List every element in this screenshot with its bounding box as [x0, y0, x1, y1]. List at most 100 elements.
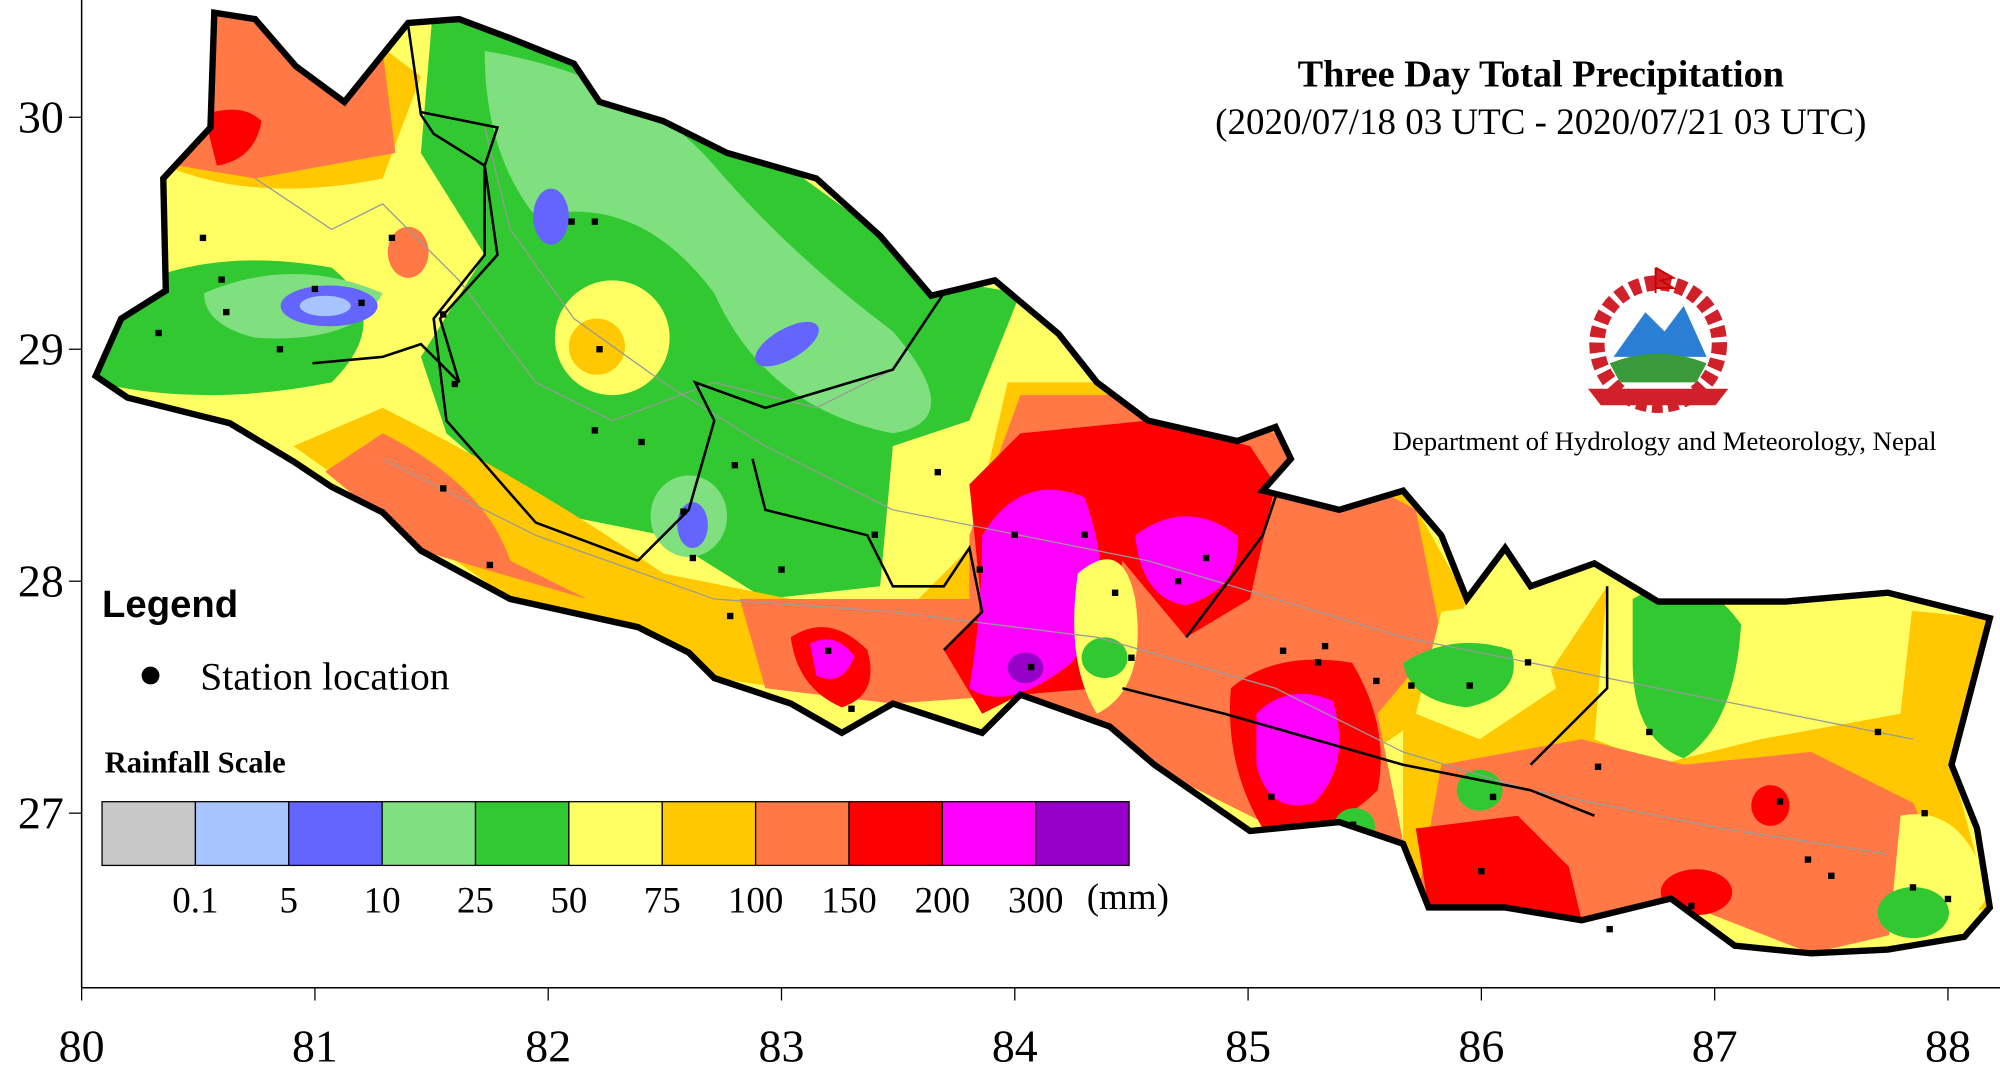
- station-marker: [680, 508, 687, 515]
- station-marker: [311, 285, 319, 293]
- station-marker: [591, 427, 599, 434]
- scale-swatch: [381, 801, 477, 867]
- district-boundaries: [254, 127, 1914, 855]
- scale-swatch: [288, 801, 383, 867]
- station-marker: [824, 647, 832, 654]
- province-boundaries: [312, 25, 1609, 817]
- station-marker: [871, 531, 879, 538]
- station-marker: [1279, 647, 1287, 654]
- station-marker: [1027, 663, 1035, 671]
- station-marker: [451, 380, 459, 388]
- axes-frame: [80, 0, 2000, 989]
- station-marker: [1478, 867, 1485, 875]
- station-marker: [1944, 895, 1952, 903]
- station-marker: [1606, 925, 1613, 933]
- station-marker: [1081, 531, 1088, 538]
- station-marker: [388, 234, 396, 242]
- station-marker: [1373, 677, 1380, 685]
- station-marker: [568, 218, 575, 225]
- station-marker: [1524, 659, 1532, 666]
- x-tick-label: 86: [1458, 1021, 1504, 1072]
- scale-swatch: [941, 801, 1037, 867]
- map-subtitle: (2020/07/18 03 UTC - 2020/07/21 03 UTC): [1215, 101, 1866, 143]
- rainfall-color-scale: 0.1 5 10 25 50 75 100 150 200 300: [101, 801, 1130, 921]
- station-marker: [848, 705, 855, 712]
- station-marker: [591, 218, 599, 225]
- y-tick-label: 27: [18, 787, 64, 838]
- department-name: Department of Hydrology and Meteorology,…: [1393, 426, 1937, 456]
- x-tick-label: 87: [1692, 1021, 1738, 1072]
- x-tick-label: 81: [292, 1021, 338, 1072]
- station-marker: [596, 346, 603, 353]
- y-tick-label: 30: [18, 92, 64, 143]
- scale-break-label: 50: [550, 880, 587, 921]
- unit-label: (mm): [1087, 876, 1169, 918]
- station-marker: [1776, 798, 1784, 805]
- map-title: Three Day Total Precipitation: [1298, 54, 1784, 96]
- station-marker: [1828, 872, 1835, 879]
- station-marker: [199, 234, 207, 242]
- station-marker: [440, 485, 447, 492]
- station-marker: [1202, 554, 1210, 562]
- station-marker: [486, 561, 494, 569]
- scale-break-label: 25: [457, 880, 494, 921]
- scale-break-label: 10: [364, 880, 401, 921]
- station-location-label: Station location: [200, 655, 449, 699]
- scale-swatch: [848, 801, 943, 867]
- station-marker: [934, 468, 941, 476]
- rainfall-scale-title: Rainfall Scale: [105, 745, 286, 779]
- y-tick-label: 28: [18, 556, 64, 607]
- station-marker: [155, 329, 162, 337]
- station-marker: [726, 612, 734, 620]
- station-marker: [1268, 793, 1275, 801]
- scale-break-label: 300: [1008, 880, 1063, 921]
- station-marker: [1688, 902, 1695, 910]
- scale-break-label: 150: [821, 880, 876, 921]
- station-marker-icon: [141, 666, 160, 685]
- station-marker: [1594, 763, 1602, 770]
- nepal-emblem: [1588, 266, 1729, 413]
- station-marker: [731, 462, 739, 469]
- scale-swatch: [474, 801, 570, 867]
- x-tick-label: 85: [1225, 1021, 1271, 1072]
- station-marker: [1349, 821, 1357, 828]
- station-marker: [976, 566, 983, 573]
- scale-break-label: 5: [280, 880, 298, 921]
- station-marker: [440, 311, 447, 318]
- station-marker: [1909, 884, 1917, 891]
- x-tick-label: 80: [59, 1021, 105, 1072]
- station-marker: [778, 566, 785, 573]
- station-marker: [1408, 682, 1415, 689]
- station-marker: [1489, 793, 1497, 801]
- scale-swatch: [194, 801, 290, 867]
- y-axis-ticks: 30 29 28 27: [18, 92, 82, 838]
- station-marker: [1874, 728, 1882, 736]
- station-marker: [1174, 578, 1182, 585]
- x-tick-label: 82: [525, 1021, 571, 1072]
- scale-swatch: [101, 801, 197, 867]
- scale-swatch: [661, 801, 757, 867]
- x-axis-ticks: 80 81 82 83 84 85 86 87 88: [59, 987, 1971, 1072]
- station-marker: [1466, 682, 1473, 689]
- station-marker: [358, 299, 365, 307]
- station-marker: [638, 438, 645, 446]
- scale-break-label: 200: [915, 880, 970, 921]
- scale-break-label: 0.1: [172, 880, 218, 921]
- station-marker: [1921, 809, 1928, 817]
- y-tick-label: 29: [18, 324, 64, 375]
- station-marker: [1011, 531, 1018, 538]
- station-marker: [276, 346, 284, 353]
- station-marker: [1321, 642, 1329, 650]
- station-marker: [223, 308, 230, 316]
- station-marker: [1111, 589, 1119, 596]
- scale-swatch: [754, 801, 850, 867]
- x-tick-label: 83: [759, 1021, 805, 1072]
- station-markers: [155, 218, 1952, 933]
- x-tick-label: 84: [992, 1021, 1038, 1072]
- station-marker: [1804, 856, 1812, 863]
- scale-swatch: [568, 801, 663, 867]
- scale-break-label: 75: [644, 880, 681, 921]
- station-marker: [1646, 728, 1653, 736]
